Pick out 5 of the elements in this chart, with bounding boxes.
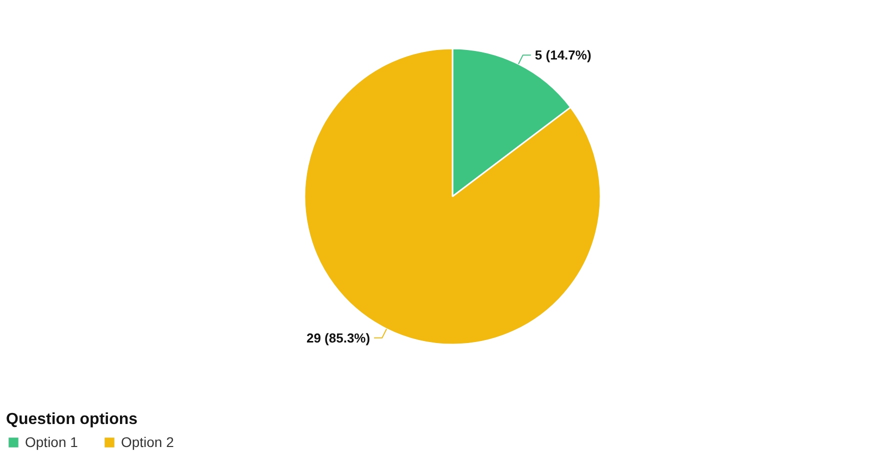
legend-label: Option 1 — [25, 434, 78, 450]
data-label: 29 (85.3%) — [306, 330, 370, 346]
data-label: 5 (14.7%) — [534, 48, 592, 63]
legend-title: Question options — [6, 411, 139, 429]
legend-label: Option 2 — [120, 434, 174, 450]
